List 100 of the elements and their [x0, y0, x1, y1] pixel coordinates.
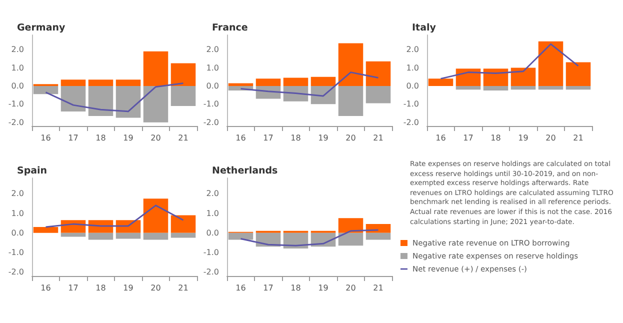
- bar: [338, 218, 364, 233]
- bar: [88, 232, 114, 240]
- bar: [228, 232, 254, 240]
- x-tick-label: 21: [373, 134, 384, 142]
- chart-title: Netherlands: [212, 166, 278, 176]
- x-tick-label: 18: [96, 134, 106, 142]
- y-tick-label: 0.0: [11, 81, 24, 90]
- bar: [310, 76, 336, 86]
- bar: [483, 86, 508, 91]
- x-tick-label: 16: [236, 284, 246, 292]
- y-tick-label: -2.0: [403, 118, 419, 127]
- x-tick-label: 20: [150, 284, 161, 292]
- y-tick-label: -1.0: [8, 100, 24, 109]
- x-tick-label: 16: [40, 284, 51, 292]
- bar: [428, 78, 454, 86]
- y-tick-label: 2.0: [11, 189, 24, 198]
- x-tick-label: 18: [96, 284, 106, 292]
- y-tick-label: 0.0: [11, 228, 24, 238]
- y-tick-label: -2.0: [8, 118, 24, 127]
- y-tick-label: 0.0: [206, 228, 219, 238]
- bar: [143, 232, 168, 240]
- y-tick-label: -2.0: [203, 118, 219, 127]
- y-tick-label: 0.0: [406, 81, 419, 90]
- y-tick-label: 1.0: [406, 63, 419, 72]
- y-tick-label: 1.0: [11, 208, 24, 218]
- bar: [170, 232, 196, 238]
- bar: [566, 86, 591, 90]
- x-tick-label: 20: [346, 284, 356, 292]
- bar: [283, 78, 308, 86]
- x-tick-label: 19: [123, 284, 134, 292]
- x-tick-label: 20: [346, 134, 356, 142]
- bar: [338, 86, 364, 116]
- bar: [338, 232, 364, 246]
- x-tick-label: 18: [490, 134, 501, 142]
- bar: [510, 86, 536, 90]
- y-tick-label: -1.0: [403, 100, 419, 109]
- y-tick-label: 1.0: [206, 63, 219, 72]
- y-tick-label: 2.0: [206, 189, 219, 198]
- x-tick-label: 18: [290, 134, 301, 142]
- chart-title: France: [212, 22, 248, 34]
- x-tick-label: 17: [263, 134, 274, 142]
- x-tick-label: 19: [318, 284, 328, 292]
- bar: [88, 80, 114, 86]
- y-tick-label: 1.0: [206, 208, 219, 218]
- bar: [143, 198, 168, 233]
- bar: [256, 78, 281, 86]
- bar: [510, 68, 536, 86]
- x-tick-label: 19: [123, 134, 134, 142]
- bar: [170, 215, 196, 233]
- bar: [143, 86, 168, 122]
- x-tick-label: 18: [290, 284, 301, 292]
- bar: [170, 63, 196, 86]
- x-tick-label: 17: [68, 134, 78, 142]
- y-tick-label: 2.0: [406, 45, 419, 54]
- bar: [60, 86, 86, 112]
- bar: [33, 86, 58, 94]
- bar: [456, 86, 481, 90]
- x-tick-label: 20: [150, 134, 161, 142]
- bar: [566, 62, 591, 86]
- y-tick-label: -1.0: [203, 100, 219, 109]
- bar: [116, 86, 141, 118]
- y-tick-label: -1.0: [203, 248, 219, 257]
- bar: [338, 43, 364, 86]
- bar: [60, 80, 86, 86]
- x-tick-label: 17: [263, 284, 274, 292]
- x-tick-label: 21: [178, 284, 188, 292]
- bar: [33, 227, 58, 233]
- line-series: [45, 82, 184, 112]
- bar: [228, 83, 254, 86]
- chart-title: Germany: [17, 22, 66, 34]
- y-tick-label: 1.0: [11, 63, 24, 72]
- line-series: [240, 229, 379, 246]
- chart-title: Italy: [412, 22, 437, 34]
- bar: [116, 232, 141, 239]
- bar: [60, 232, 86, 237]
- x-tick-label: 21: [573, 134, 584, 142]
- bar: [366, 86, 391, 104]
- line-series: [45, 204, 184, 228]
- bar: [116, 80, 141, 86]
- x-tick-label: 19: [518, 134, 528, 142]
- bar: [88, 86, 114, 116]
- y-tick-label: 2.0: [206, 45, 219, 54]
- bar: [366, 224, 391, 233]
- line-series: [240, 72, 379, 97]
- x-tick-label: 19: [318, 134, 328, 142]
- bar: [170, 86, 196, 106]
- y-tick-label: 0.0: [206, 81, 219, 90]
- bar: [366, 232, 391, 240]
- bar: [143, 51, 168, 86]
- y-tick-label: -2.0: [203, 268, 219, 277]
- line-series: [440, 43, 579, 80]
- bar: [456, 68, 481, 86]
- y-tick-label: -2.0: [8, 268, 24, 277]
- x-tick-label: 21: [178, 134, 188, 142]
- x-tick-label: 16: [236, 134, 246, 142]
- x-tick-label: 16: [40, 134, 51, 142]
- bar: [483, 68, 508, 86]
- x-tick-label: 20: [546, 134, 556, 142]
- chart-title: Spain: [17, 166, 48, 176]
- x-tick-label: 17: [68, 284, 78, 292]
